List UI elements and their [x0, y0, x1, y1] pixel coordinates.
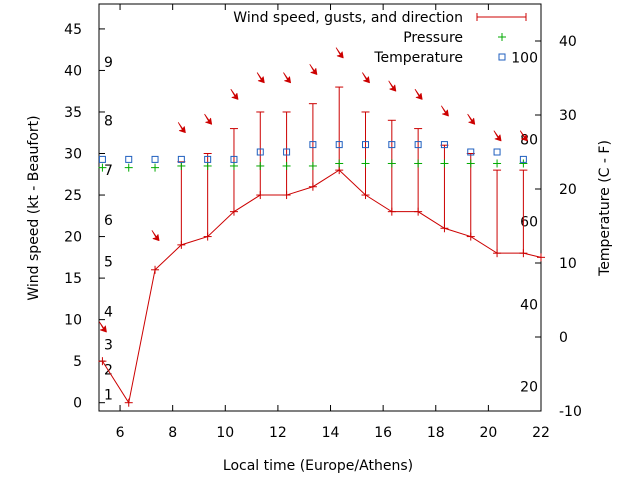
temperature-point [467, 148, 475, 156]
series-layer [98, 47, 545, 407]
temperature-point [335, 141, 343, 149]
temperature-point [519, 155, 527, 163]
beaufort-label: 8 [104, 113, 113, 129]
y-tick-label: 45 [64, 22, 82, 38]
y-axis-title: Wind speed (kt - Beaufort) [26, 115, 42, 300]
legend-pressure-marker [498, 33, 506, 41]
wind-direction-arrow [151, 230, 160, 241]
x-tick-label: 16 [374, 425, 392, 441]
x-axis-title: Local time (Europe/Athens) [223, 458, 413, 474]
temperature-point [98, 155, 106, 163]
legend-temperature-label: Temperature [373, 50, 463, 66]
temperature-point [362, 141, 370, 149]
x-tick-label: 12 [269, 425, 287, 441]
y2-axis-title: Temperature (C - F) [597, 140, 613, 277]
wind-direction-arrow [362, 72, 370, 84]
wind-direction-arrow [388, 80, 397, 92]
wind-direction-arrow [230, 88, 239, 100]
legend-wind-label: Wind speed, gusts, and direction [233, 10, 463, 26]
x-tick-label: 18 [427, 425, 445, 441]
beaufort-label: 5 [104, 254, 113, 270]
wind-direction-arrow [493, 130, 502, 142]
temperature-point [177, 155, 185, 163]
legend-pressure-label: Pressure [403, 30, 463, 46]
y-tick-label: 5 [73, 354, 82, 370]
y-tick-label: 0 [73, 396, 82, 412]
wind-direction-arrow [204, 113, 213, 125]
y-tick-label: 30 [64, 147, 82, 163]
temperature-point [440, 141, 448, 149]
beaufort-label: 9 [104, 55, 113, 71]
x-tick-label: 22 [532, 425, 550, 441]
y2-tick-label: 30 [559, 108, 577, 124]
x-tick-label: 6 [116, 425, 125, 441]
plot-frame [98, 3, 542, 412]
wind-speed-line [101, 169, 542, 405]
wind-direction-arrow [519, 130, 528, 142]
wind-direction-arrow [309, 64, 318, 75]
temperature-point [388, 141, 396, 149]
beaufort-label: 6 [104, 213, 113, 229]
temperature-point [256, 148, 264, 156]
temperature-point [204, 155, 212, 163]
wind-direction-arrow [467, 113, 476, 125]
y2-tick-label: 0 [559, 330, 568, 346]
beaufort-label: 3 [104, 338, 113, 354]
wind-direction-arrow [177, 122, 186, 133]
y-tick-label: 10 [64, 313, 82, 329]
legend: Wind speed, gusts, and direction Pressur… [233, 10, 527, 66]
beaufort-label: 4 [104, 304, 113, 320]
labels-layer: 6 8 10 12 14 16 18 20 22051015202530354045-10010… [64, 22, 582, 441]
y-tick-label: 15 [64, 271, 82, 287]
y2-tick-label: 10 [559, 256, 577, 272]
legend-temperature-marker [498, 53, 506, 61]
ticks-layer [99, 4, 542, 412]
y2-tick-label: 40 [559, 34, 577, 50]
x-tick-label: 8 [168, 425, 177, 441]
fahrenheit-label: 20 [520, 380, 538, 396]
x-tick-label: 14 [322, 425, 340, 441]
wind-direction-arrow [414, 88, 423, 100]
wind-direction-arrow [99, 321, 107, 333]
y-tick-label: 35 [64, 105, 82, 121]
temperature-point [125, 155, 133, 163]
wind-direction-arrow [441, 105, 449, 117]
x-tick-label: 10 [216, 425, 234, 441]
fahrenheit-label: 60 [520, 215, 538, 231]
wind-direction-arrow [256, 72, 265, 84]
fahrenheit-label: 100 [511, 50, 538, 66]
wind-direction-arrow [283, 72, 291, 84]
temperature-point [230, 155, 238, 163]
wind-direction-arrow [335, 47, 344, 59]
fahrenheit-label: 40 [520, 297, 538, 313]
y2-tick-label: 20 [559, 182, 577, 198]
y2-tick-label: -10 [559, 404, 582, 420]
temperature-point [309, 141, 317, 149]
beaufort-label: 1 [104, 387, 113, 403]
temperature-point [283, 148, 291, 156]
y-tick-label: 20 [64, 230, 82, 246]
temperature-point [151, 155, 159, 163]
y-tick-label: 25 [64, 188, 82, 204]
x-tick-label: 20 [479, 425, 497, 441]
temperature-point [493, 148, 501, 156]
temperature-point [414, 141, 422, 149]
beaufort-label: 7 [104, 163, 113, 179]
y-tick-label: 40 [64, 63, 82, 79]
